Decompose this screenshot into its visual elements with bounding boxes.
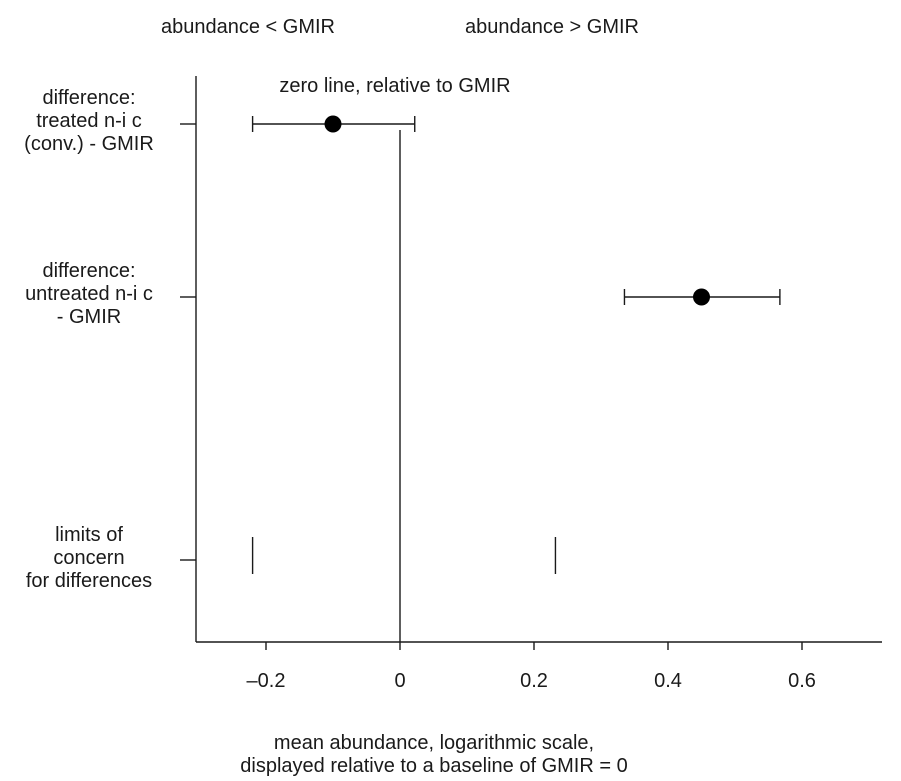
row-label-line: difference: <box>42 87 135 109</box>
row-label-line: - GMIR <box>57 306 121 328</box>
row-label-group: difference:treated n-i c(conv.) - GMIRdi… <box>24 87 196 592</box>
x-tick-label: 0.6 <box>788 670 816 692</box>
estimate-point <box>693 288 710 306</box>
x-tick-label: 0.4 <box>654 670 682 692</box>
row-label-line: (conv.) - GMIR <box>24 133 154 155</box>
x-tick-label: 0 <box>394 670 405 692</box>
x-tick-label: 0.2 <box>520 670 548 692</box>
row-label-line: limits of <box>55 524 123 546</box>
estimate-point <box>324 115 342 133</box>
header-right: abundance > GMIR <box>465 16 639 38</box>
x-tick-group: –0.2 0 0.2 0.4 0.6 <box>247 642 816 692</box>
x-axis-label-line-2: displayed relative to a baseline of GMIR… <box>240 755 627 777</box>
row-label-line: treated n-i c <box>36 110 142 132</box>
x-axis-label-line-1: mean abundance, logarithmic scale, <box>274 732 594 754</box>
mark-group <box>251 115 781 574</box>
row-label-line: for differences <box>26 570 152 592</box>
zero-line-annotation: zero line, relative to GMIR <box>279 75 510 97</box>
row-label-line: difference: <box>42 260 135 282</box>
row-label-line: untreated n-i c <box>25 283 153 305</box>
header-left: abundance < GMIR <box>161 16 335 38</box>
x-tick-label: –0.2 <box>247 670 286 692</box>
row-label-line: concern <box>53 547 124 569</box>
